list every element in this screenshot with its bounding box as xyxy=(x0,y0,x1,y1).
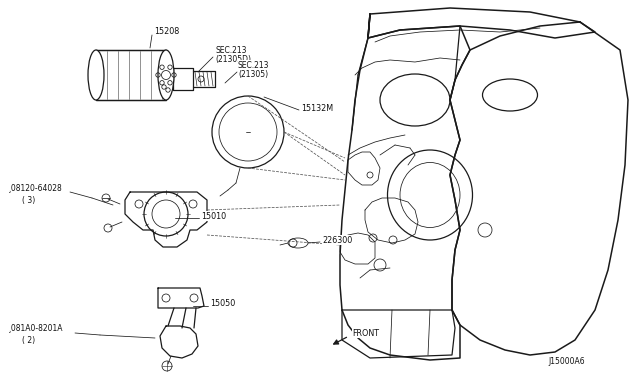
Text: 15208: 15208 xyxy=(154,26,179,35)
Text: 15132M: 15132M xyxy=(301,103,333,112)
Text: (21305): (21305) xyxy=(238,70,268,78)
Text: ( 2): ( 2) xyxy=(22,336,35,344)
Text: ( 3): ( 3) xyxy=(22,196,35,205)
Ellipse shape xyxy=(88,50,104,100)
Text: FRONT: FRONT xyxy=(352,328,379,337)
Ellipse shape xyxy=(158,50,174,100)
Text: J15000A6: J15000A6 xyxy=(548,357,585,366)
Text: ¸081A0-8201A: ¸081A0-8201A xyxy=(8,324,63,333)
Text: SEC.213: SEC.213 xyxy=(215,45,246,55)
Text: SEC.213: SEC.213 xyxy=(238,61,269,70)
Text: 15050: 15050 xyxy=(210,299,236,308)
Text: 226300: 226300 xyxy=(322,235,352,244)
Text: 15010: 15010 xyxy=(201,212,226,221)
Text: ¸08120-64028: ¸08120-64028 xyxy=(8,183,63,192)
Text: (21305D): (21305D) xyxy=(215,55,251,64)
